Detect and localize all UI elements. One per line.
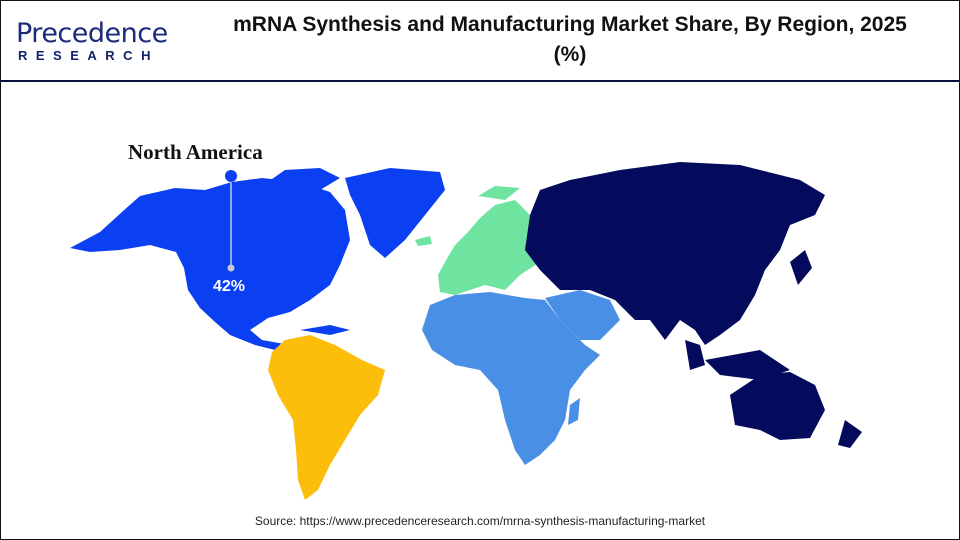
- logo-subtext: RESEARCH: [18, 48, 159, 63]
- region-europe: [415, 186, 540, 295]
- region-asia-pacific: [525, 162, 862, 448]
- header: Precedence RESEARCH mRNA Synthesis and M…: [0, 0, 960, 82]
- region-latin-america: [268, 335, 385, 500]
- callout-anchor-dot: [227, 264, 235, 272]
- world-map: [70, 162, 862, 500]
- source-citation: Source: https://www.precedenceresearch.c…: [254, 514, 706, 528]
- region-label-north-america: North America: [128, 140, 263, 164]
- callout-marker-dot: [225, 170, 237, 182]
- chart-title: mRNA Synthesis and Manufacturing Market …: [233, 13, 907, 66]
- region-value-north-america: 42%: [213, 278, 246, 295]
- logo-text: Precedence: [16, 18, 168, 49]
- precedence-research-logo: Precedence RESEARCH: [16, 18, 168, 63]
- region-middle-east-africa: [422, 290, 620, 465]
- region-north-america: [70, 168, 445, 350]
